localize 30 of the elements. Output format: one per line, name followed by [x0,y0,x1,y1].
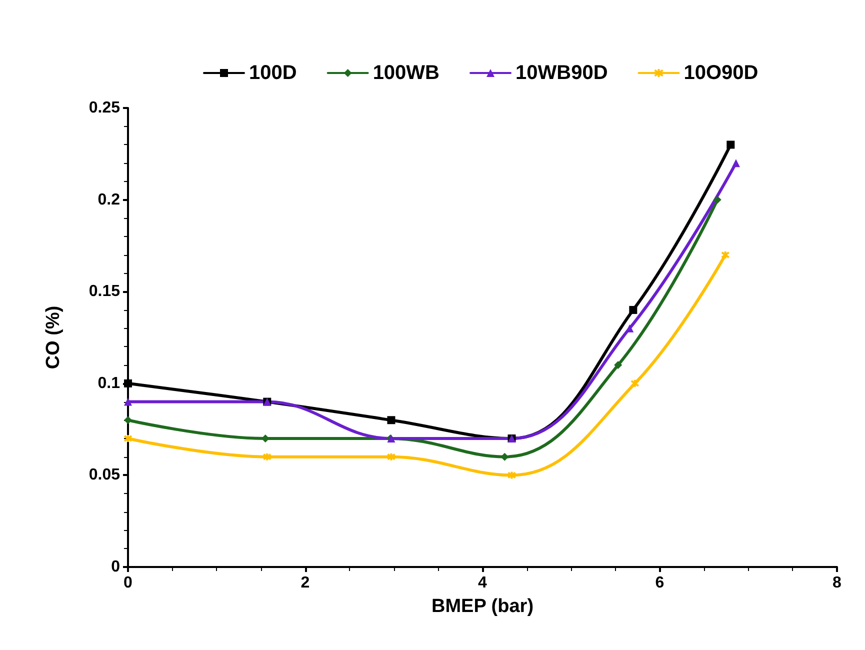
x-tick-label: 4 [478,574,488,592]
x-tick-label: 2 [300,574,310,592]
x-tick-label: 0 [124,574,133,592]
point [629,306,638,314]
legend-label: 10O90D [684,62,758,84]
point [713,196,722,204]
point [630,378,640,388]
point [614,361,622,370]
point [626,324,634,332]
legend-label: 100WB [372,62,440,84]
point [262,452,272,462]
y-axis-title: CO (%) [43,306,64,370]
y-tick-label: 0.2 [98,191,120,208]
x-tick-label: 6 [655,574,664,592]
point [124,398,132,406]
y-tick-label: 0.1 [98,374,120,392]
point [507,470,516,480]
point [726,140,735,149]
x-tick-label: 8 [832,574,842,592]
point [732,159,740,168]
y-tick-label: 0.15 [88,283,120,300]
legend-label: 100D [249,62,297,84]
legend-label: 10WB90D [516,62,608,84]
point [124,416,132,424]
y-tick-label: 0.05 [88,466,120,484]
point [386,452,396,462]
y-tick-label: 0 [111,558,120,576]
y-tick-label: 0.25 [88,100,120,116]
x-axis-title: BMEP (bar) [431,596,534,617]
point [387,416,396,424]
